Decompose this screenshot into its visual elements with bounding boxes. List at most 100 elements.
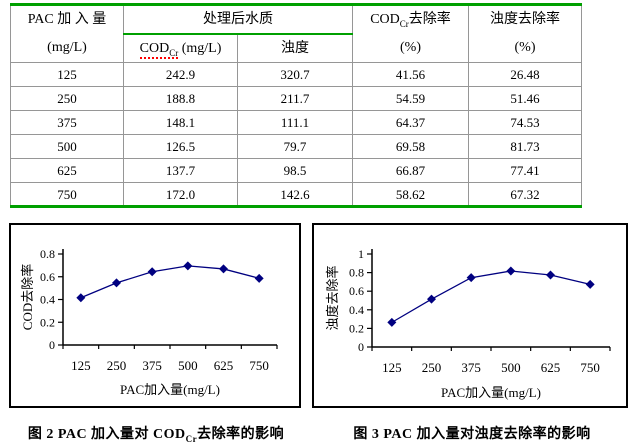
removal-label-part: 去除率 bbox=[408, 12, 451, 27]
header-pac-dosage-title: PAC 加 入 量 bbox=[27, 12, 107, 27]
data-point bbox=[112, 278, 121, 288]
table-cell: 137.7 bbox=[123, 158, 238, 183]
y-tick-label: 0.8 bbox=[40, 247, 55, 261]
y-tick-label: 0.2 bbox=[40, 315, 55, 329]
data-point bbox=[387, 317, 397, 327]
y-tick-label: 0.4 bbox=[40, 293, 55, 307]
table-row: 375 148.1 111.1 64.37 74.53 bbox=[10, 110, 582, 135]
x-tick-label: 375 bbox=[142, 358, 162, 373]
table-cell: 750 bbox=[10, 182, 124, 207]
header-treated-water-quality-label: 处理后水质 bbox=[203, 11, 273, 27]
table-cell: 148.1 bbox=[123, 110, 238, 135]
turbidity-removal-chart: 0 0.2 0.4 0.6 0.8 1 125 250 375 500 625 750 PAC加入量(m… bbox=[312, 223, 628, 408]
y-tick-label: 0.8 bbox=[349, 266, 364, 280]
header-pac-dosage: PAC 加 入 量 (mg/L) bbox=[10, 4, 124, 63]
y-tick-label: 0.2 bbox=[349, 321, 364, 335]
table-cell: 58.62 bbox=[352, 182, 469, 207]
table-row: 250 188.8 211.7 54.59 51.46 bbox=[10, 86, 582, 111]
header-cod-removal-unit: (%) bbox=[400, 40, 421, 55]
y-tick-label: 0.6 bbox=[40, 270, 55, 284]
x-tick-label: 125 bbox=[382, 360, 402, 375]
table-cell: 74.53 bbox=[468, 110, 582, 135]
x-tick-label: 500 bbox=[501, 360, 521, 375]
x-tick-label: 750 bbox=[249, 358, 269, 373]
figure3-caption-text: 图 3 PAC 加入量对浊度去除率的影响 bbox=[353, 427, 591, 442]
y-axis-title: COD去除率 bbox=[20, 264, 35, 330]
table-cell: 79.7 bbox=[237, 134, 353, 159]
header-treated-water-quality: 处理后水质 bbox=[123, 4, 353, 35]
x-tick-label: 750 bbox=[580, 360, 600, 375]
data-point bbox=[585, 279, 595, 289]
chart-plot: 0 0.2 0.4 0.6 0.8 1 125 250 375 500 625 750 PAC加入量(m… bbox=[325, 247, 611, 400]
table-row: 500 126.5 79.7 69.58 81.73 bbox=[10, 134, 582, 159]
data-point bbox=[254, 273, 264, 283]
table-cell: 41.56 bbox=[352, 62, 469, 87]
table-cell: 51.46 bbox=[468, 86, 582, 111]
table-cell: 172.0 bbox=[123, 182, 238, 207]
table-cell: 98.5 bbox=[237, 158, 353, 183]
table-cell: 126.5 bbox=[123, 134, 238, 159]
table-cell: 69.58 bbox=[352, 134, 469, 159]
header-turbidity-removal-title: 浊度去除率 bbox=[490, 12, 560, 27]
table-cell: 67.32 bbox=[468, 182, 582, 207]
table-body: 125 242.9 320.7 41.56 26.48 250 188.8 211.7 54.5… bbox=[10, 62, 582, 207]
table-cell: 81.73 bbox=[468, 134, 582, 159]
x-tick-label: 625 bbox=[214, 358, 234, 373]
table-cell: 320.7 bbox=[237, 62, 353, 87]
cod-label-part: COD bbox=[370, 12, 400, 27]
cod-removal-chart: 0 0.2 0.4 0.6 0.8 125 250 375 500 625 750 PAC加入量(mg… bbox=[9, 223, 301, 408]
table-cell: 26.48 bbox=[468, 62, 582, 87]
data-point bbox=[427, 294, 436, 304]
data-point bbox=[466, 273, 476, 283]
data-line bbox=[391, 270, 591, 323]
x-tick-label: 625 bbox=[541, 360, 561, 375]
header-cod-removal-rate: CODCr去除率 (%) bbox=[352, 4, 469, 63]
table-cell: 111.1 bbox=[237, 110, 353, 135]
table-cell: 188.8 bbox=[123, 86, 238, 111]
cod-spellcheck-underline: CODCr bbox=[139, 40, 179, 59]
table-cell: 625 bbox=[10, 158, 124, 183]
x-tick-label: 375 bbox=[461, 360, 481, 375]
cod-subscript: Cr bbox=[169, 47, 179, 58]
header-turbidity-after-treatment: 浊度 bbox=[237, 34, 353, 63]
table-cell: 142.6 bbox=[237, 182, 353, 207]
x-axis-title: PAC加入量(mg/L) bbox=[120, 382, 220, 397]
header-pac-dosage-unit: (mg/L) bbox=[47, 40, 87, 55]
chart-plot: 0 0.2 0.4 0.6 0.8 125 250 375 500 625 750 PAC加入量(mg… bbox=[20, 247, 278, 397]
table-cell: 125 bbox=[10, 62, 124, 87]
table-cell: 211.7 bbox=[237, 86, 353, 111]
y-tick-label: 0.4 bbox=[349, 303, 364, 317]
table-row: 750 172.0 142.6 58.62 67.32 bbox=[10, 182, 582, 207]
figure3-caption: 图 3 PAC 加入量对浊度去除率的影响 bbox=[316, 423, 628, 443]
table-cell: 375 bbox=[10, 110, 124, 135]
cod-subscript: Cr bbox=[399, 18, 409, 29]
x-axis-title: PAC加入量(mg/L) bbox=[441, 385, 541, 400]
figure2-cod-subscript: Cr bbox=[185, 433, 198, 444]
y-tick-label: 0.6 bbox=[349, 284, 364, 298]
y-tick-label: 0 bbox=[49, 338, 55, 352]
data-point bbox=[506, 266, 516, 276]
data-point bbox=[183, 261, 193, 271]
x-tick-label: 250 bbox=[107, 358, 127, 373]
data-point bbox=[76, 293, 86, 303]
cod-unit-part: (mg/L) bbox=[178, 40, 222, 56]
table-header-row-1: PAC 加 入 量 (mg/L) 处理后水质 CODCr去除率 (%) 浊度去除… bbox=[10, 4, 582, 63]
header-turbidity-removal-rate: 浊度去除率 (%) bbox=[468, 4, 582, 63]
table-cell: 250 bbox=[10, 86, 124, 111]
y-tick-label: 1 bbox=[358, 247, 364, 261]
turbidity-label: 浊度 bbox=[281, 40, 309, 56]
figure2-caption-text: 图 2 PAC 加入量对 COD bbox=[27, 427, 186, 442]
y-axis-title: 浊度去除率 bbox=[325, 265, 340, 330]
data-line bbox=[80, 265, 260, 299]
figure2-caption-suffix: 去除率的影响 bbox=[197, 427, 285, 442]
x-tick-label: 250 bbox=[422, 360, 442, 375]
y-tick-label: 0 bbox=[358, 340, 364, 354]
table-row: 625 137.7 98.5 66.87 77.41 bbox=[10, 158, 582, 183]
cod-label-part: COD bbox=[139, 40, 170, 56]
x-tick-label: 500 bbox=[178, 358, 198, 373]
table-cell: 242.9 bbox=[123, 62, 238, 87]
pac-results-table: PAC 加 入 量 (mg/L) 处理后水质 CODCr去除率 (%) 浊度去除… bbox=[10, 3, 582, 208]
table-header-row-2: CODCr (mg/L) 浊度 bbox=[11, 34, 582, 63]
data-point bbox=[147, 267, 157, 277]
